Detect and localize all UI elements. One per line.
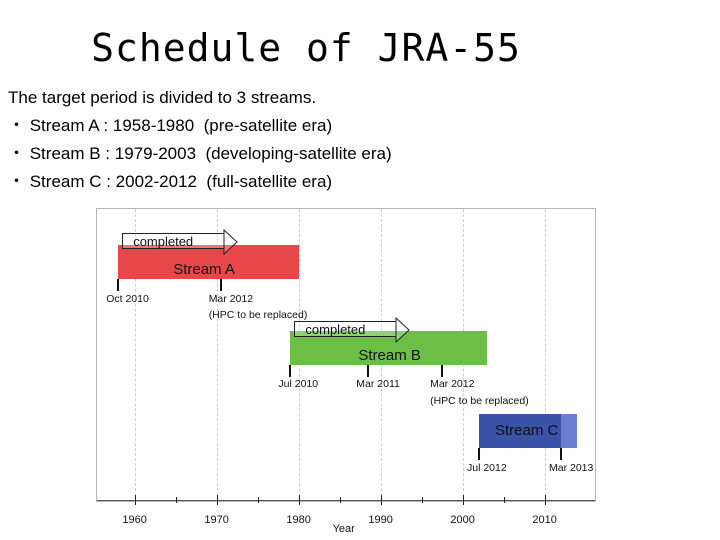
milestone-label: Mar 2012 [208, 293, 254, 305]
grid-line [216, 209, 218, 501]
grid-line [544, 209, 546, 501]
stream-bar [479, 414, 578, 448]
intro-bullet-stream-a: ・ Stream A : 1958-1980 (pre-satellite er… [8, 116, 333, 135]
x-tick [216, 495, 218, 505]
stream-bar [118, 245, 299, 279]
milestone-label: Mar 2011 [356, 378, 400, 390]
milestone-label: Jul 2012 [467, 462, 507, 474]
x-tick-label: 1960 [122, 514, 147, 526]
page-title: Schedule of JRA-55 [91, 26, 521, 70]
milestone-label: Jul 2010 [278, 378, 319, 390]
x-tick [462, 495, 464, 505]
milestone-label: Mar 2013 [549, 462, 594, 474]
x-minor-tick [175, 497, 177, 503]
completed-label: completed [294, 321, 397, 337]
arrow-head-icon [223, 229, 238, 255]
milestone-tick [560, 448, 562, 460]
milestone-tick [478, 448, 480, 460]
intro-text: The target period is divided to 3 stream… [8, 84, 392, 196]
milestone-tick [289, 365, 292, 377]
x-tick [134, 495, 136, 505]
completed-label: completed [122, 233, 225, 249]
milestone-tick [117, 279, 120, 291]
intro-bullet-stream-b: ・ Stream B : 1979-2003 (developing-satel… [8, 144, 392, 163]
x-tick [544, 495, 546, 505]
x-axis-line [97, 500, 595, 501]
x-axis-label: Year [332, 523, 355, 535]
stream-label: Stream B [358, 347, 421, 364]
grid-line [134, 209, 136, 501]
milestone-tick [367, 365, 370, 377]
x-tick-label: 2010 [532, 514, 557, 526]
x-tick [380, 495, 382, 505]
x-tick-label: 2000 [450, 514, 475, 526]
milestone-tick [441, 365, 444, 377]
stream-bar-extension [561, 414, 578, 448]
x-minor-tick [257, 497, 259, 503]
x-tick [298, 495, 300, 505]
milestone-note: (HPC to be replaced) [430, 395, 529, 407]
x-minor-tick [503, 497, 505, 503]
x-tick-label: 1970 [204, 514, 229, 526]
stream-label: Stream C [495, 422, 559, 439]
milestone-label: Mar 2012 [430, 378, 475, 390]
arrow-head-icon [395, 317, 411, 343]
x-minor-tick [339, 497, 341, 503]
schedule-chart: Year 1960 1970 1980 1990 2000 2010 Stream A com… [96, 208, 596, 535]
x-tick-label: 1980 [286, 514, 311, 526]
milestone-tick [219, 279, 222, 291]
x-minor-tick [421, 497, 423, 503]
x-tick-label: 1990 [368, 514, 393, 526]
stream-label: Stream A [173, 261, 235, 278]
milestone-note: (HPC to be replaced) [208, 309, 308, 321]
milestone-label: Oct 2010 [106, 293, 149, 305]
intro-line: The target period is divided to 3 stream… [8, 88, 317, 107]
intro-bullet-stream-c: ・ Stream C : 2002-2012 (full-satellite e… [8, 172, 333, 191]
